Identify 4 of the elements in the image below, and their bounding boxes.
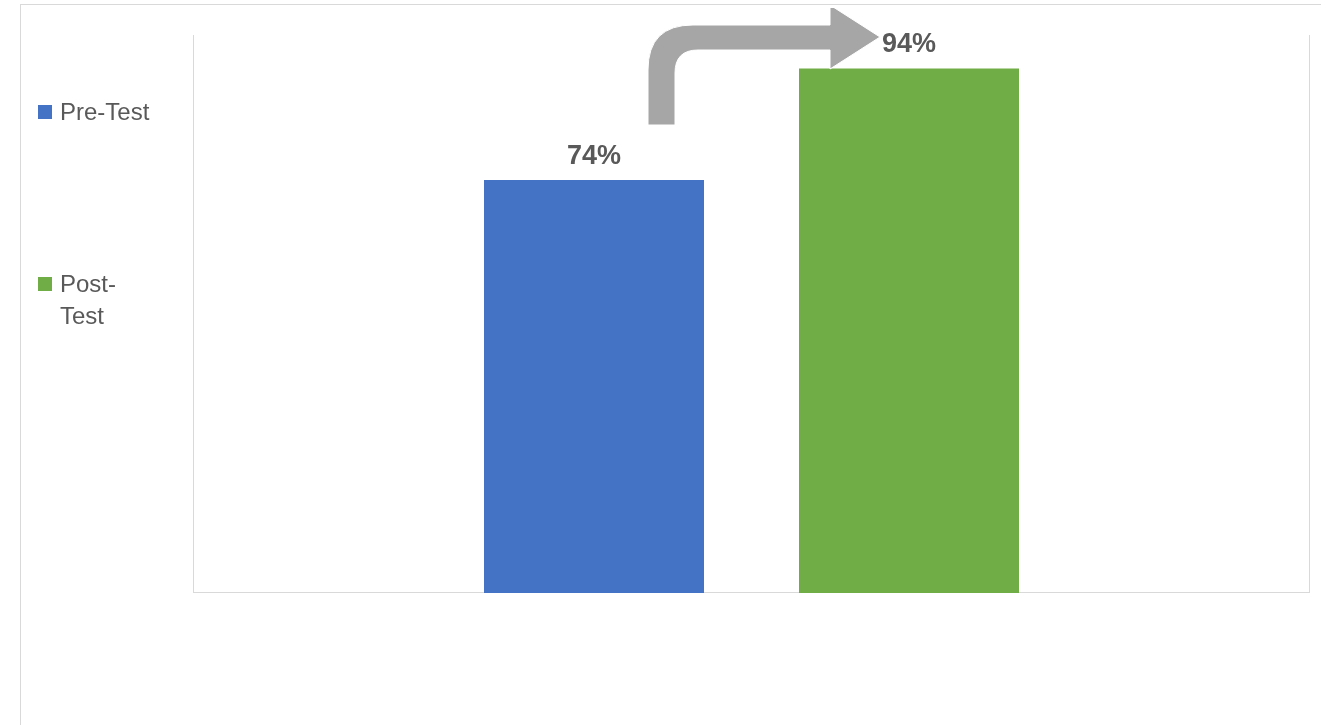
data-label: 94% bbox=[881, 28, 937, 59]
legend-label: Pre-Test bbox=[60, 97, 150, 127]
data-label: 74% bbox=[566, 140, 622, 171]
legend-label: Post-Test bbox=[60, 269, 117, 331]
